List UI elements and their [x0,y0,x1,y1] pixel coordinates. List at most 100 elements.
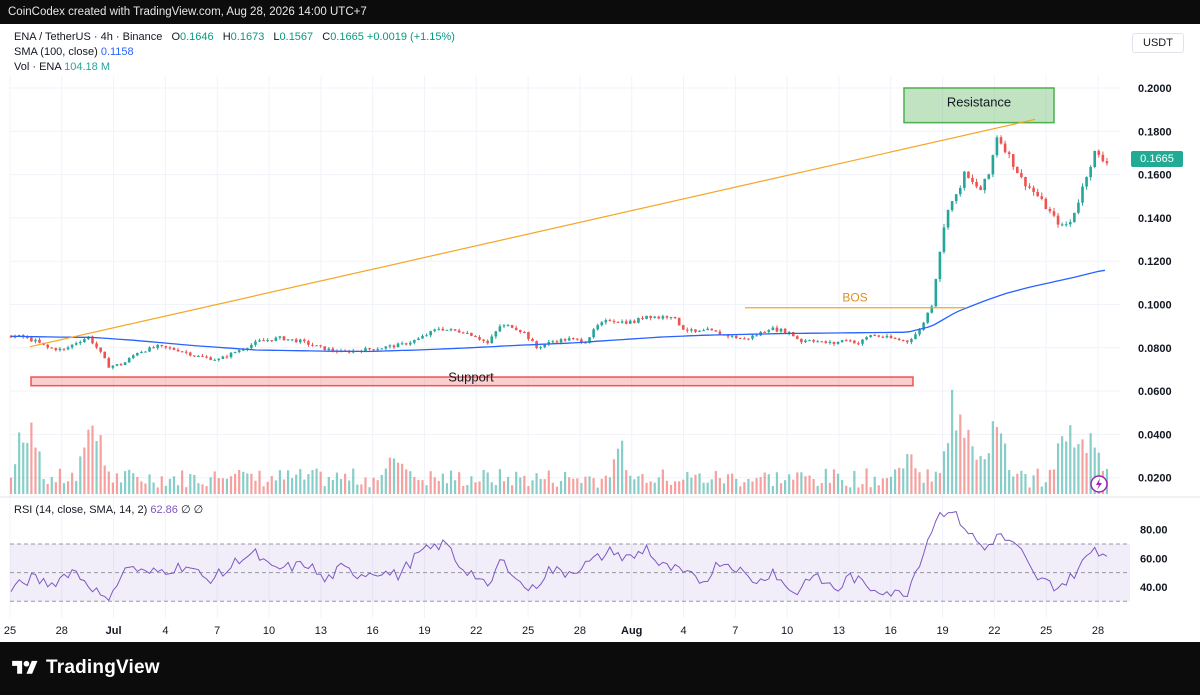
attribution-text: CoinCodex created with TradingView.com, … [8,6,367,18]
candle-body [376,349,379,351]
volume-bar [971,446,974,494]
candle-body [963,171,966,188]
volume-bar [376,480,379,494]
volume-bar [242,471,245,494]
volume-bar [201,484,204,494]
volume-bar [987,453,990,494]
candle-body [743,338,746,340]
candle-body [46,344,49,348]
candle-body [1081,186,1084,203]
candle [901,339,905,342]
candle-body [172,348,176,350]
volume-bar [1093,447,1096,494]
candle [848,339,852,343]
candle [34,338,37,344]
volume-bar [18,432,21,494]
candle [869,334,872,338]
candle [453,329,457,332]
candle-body [1056,215,1060,225]
candle-body [62,348,66,350]
candle [368,347,371,351]
volume-bar [449,470,453,494]
candle [543,344,547,349]
volume-bar [820,483,823,494]
volume-bar [983,459,986,494]
volume-bar [592,478,595,494]
candle [995,135,999,158]
candle-body [457,330,461,333]
volume-bar [637,476,640,494]
candle [1011,153,1015,171]
candle [498,324,502,333]
candle [66,345,70,351]
candle [188,351,192,357]
candle-body [123,362,127,366]
candle [180,350,184,353]
candle [201,354,204,357]
candle [286,339,290,342]
volume-bar [474,482,477,494]
candle-body [184,351,188,353]
candle-body [954,194,958,202]
volume-bar [299,469,302,494]
candle [1101,151,1105,163]
volume-bar [800,472,803,494]
volume-bar [26,443,29,494]
volume-bar [364,477,367,494]
candle [706,326,709,331]
candle-body [726,334,730,337]
volume-bar [991,421,994,494]
volume-bar [213,471,216,494]
candle [950,200,954,213]
candle-body [425,335,428,337]
volume-bar [380,474,383,494]
sma-legend: SMA (100, close) 0.1158 [14,46,134,58]
candle-body [1077,202,1080,213]
candle [551,339,555,344]
candle-body [364,348,367,352]
candle-body [188,352,192,356]
candle-body [694,329,697,332]
volume-bar [710,479,713,494]
candle-body [213,359,217,361]
candle [942,224,946,254]
price-axis: 0.2000 0.1800 0.1600 0.1400 0.1200 0.1000 0.08… [1138,83,1172,485]
candle [596,323,599,331]
candle [730,334,734,339]
volume-bar [482,469,485,494]
volume-bar [832,469,836,494]
candle [58,347,62,352]
volume-bar [698,473,701,494]
candle-body [368,348,371,350]
currency-selector[interactable]: USDT [1132,33,1184,53]
volume-bar [1016,473,1019,494]
candle [429,330,432,338]
candle-body [156,345,159,348]
candle [307,339,310,347]
candle [576,338,579,341]
candle [298,338,302,344]
candle-body [844,340,848,342]
candle-body [938,251,942,280]
volume-bar [836,473,840,494]
volume-bar [458,472,461,494]
volume-bar [739,486,742,494]
candle [563,338,567,342]
candle-body [486,340,489,344]
tradingview-logo[interactable]: TradingView [10,656,160,680]
candle [889,334,893,339]
candle [213,358,217,361]
close-label: C [322,31,331,43]
candle-body [518,330,522,332]
candle-body [791,332,795,337]
candle [502,324,506,328]
candle-body [140,351,143,354]
volume-bar [621,440,624,494]
candle [470,332,473,337]
volume-bar [254,480,257,494]
volume-bar [445,483,449,494]
high-value: 0.1673 [230,31,265,43]
volume-bar [1036,468,1039,494]
volume-bar [849,487,852,494]
